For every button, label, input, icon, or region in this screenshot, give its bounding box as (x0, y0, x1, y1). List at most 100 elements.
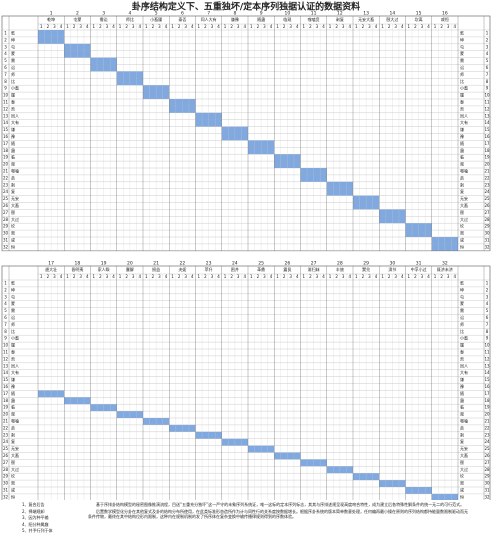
subcol-number: 2 (362, 274, 365, 279)
subcol-number: 4 (270, 274, 273, 279)
subcol-number: 1 (171, 274, 174, 279)
row-label-right: 乾 (460, 279, 464, 285)
subcol-number: 4 (86, 24, 89, 29)
title: 卦序结构定义下、五重独坏/定本序列独据认证的数据资料 (132, 1, 360, 13)
note-text: 基于序排卦结构模型的秘密图像推演流程，目送“五重充分独坏”这一严守的未象序列系统… (88, 502, 468, 521)
group-number: 9 (260, 11, 263, 17)
row-label-right: 剥 (460, 181, 464, 187)
group-number: 11 (311, 11, 317, 17)
row-label: 大畜 (11, 202, 19, 208)
row-label-right: 蛊 (460, 147, 464, 153)
row-number-right: 25 (484, 196, 490, 201)
subcol-number: 2 (362, 24, 365, 29)
row-label: 蛊 (11, 147, 15, 153)
row-number-right: 12 (484, 356, 490, 361)
group-number: 4 (128, 11, 131, 17)
row-label: 随 (11, 390, 15, 396)
subcol-number: 1 (93, 24, 96, 29)
row-number-right: 26 (484, 203, 490, 208)
row-number: 32 (3, 244, 9, 249)
row-label: 讼 (11, 314, 15, 320)
row-label-right: 坤 (460, 36, 464, 42)
row-number: 17 (3, 391, 9, 396)
row-number: 16 (3, 134, 9, 139)
row-label: 同人 (11, 113, 19, 118)
row-label-right: 需 (460, 307, 464, 313)
subcol-number: 4 (322, 274, 325, 279)
subcol-number: 4 (138, 24, 141, 29)
row-label-right: 否 (460, 106, 464, 111)
row-number: 18 (3, 398, 9, 403)
row-label: 同人 (11, 363, 19, 368)
row-label: 咸 (11, 486, 15, 492)
row-number: 5 (4, 58, 7, 63)
note-item: 3、因为种平输 (22, 515, 49, 520)
row-number: 12 (3, 356, 9, 361)
row-label: 离 (11, 230, 15, 236)
group-name: 家人睽 (98, 266, 110, 272)
subcol-number: 3 (447, 274, 450, 279)
row-label-right: 谦 (460, 376, 464, 382)
row-label-right: 比 (460, 328, 464, 334)
row-number-right: 6 (486, 315, 489, 320)
row-number: 21 (3, 168, 9, 173)
group-number: 6 (181, 11, 184, 17)
row-number-right: 3 (486, 294, 489, 299)
row-label-right: 临 (460, 404, 464, 410)
row-number-right: 7 (486, 322, 489, 327)
note-item: 1、复合后告 (22, 502, 45, 507)
row-number-right: 14 (484, 120, 490, 125)
row-number-right: 15 (484, 127, 490, 132)
row-number-right: 23 (484, 432, 490, 437)
row-number-right: 13 (484, 113, 490, 118)
row-label-right: 屯 (460, 43, 464, 49)
row-number: 7 (4, 72, 7, 77)
row-number: 15 (3, 377, 9, 382)
row-number-right: 18 (484, 398, 490, 403)
subcol-number: 1 (66, 24, 69, 29)
row-label: 蒙 (11, 50, 15, 56)
row-label: 讼 (11, 64, 15, 70)
subcol-number: 1 (198, 274, 201, 279)
row-number: 4 (4, 301, 7, 306)
subcol-number: 3 (53, 24, 56, 29)
row-number-right: 3 (486, 44, 489, 49)
subcol-number: 4 (296, 274, 299, 279)
row-label-right: 大畜 (460, 452, 468, 458)
group-number: 29 (363, 261, 369, 267)
subcol-number: 1 (40, 274, 43, 279)
row-number-right: 30 (484, 481, 490, 486)
subcol-number: 4 (191, 24, 194, 29)
subcol-number: 2 (99, 24, 102, 29)
row-label: 否 (11, 356, 15, 361)
group-number: 7 (207, 11, 210, 17)
subcol-number: 4 (348, 274, 351, 279)
row-label-right: 讼 (460, 314, 464, 320)
row-label: 贲 (11, 174, 15, 180)
subcol-number: 3 (106, 274, 109, 279)
row-number: 26 (3, 203, 9, 208)
row-label-right: 豫 (460, 133, 464, 139)
group-number: 21 (153, 261, 159, 267)
row-number: 10 (3, 343, 9, 348)
row-number-right: 27 (484, 210, 490, 215)
row-label-right: 观 (460, 162, 464, 167)
row-number-right: 24 (484, 189, 490, 194)
row-label-right: 坎 (460, 473, 464, 479)
subcol-number: 1 (434, 274, 437, 279)
row-label-right: 同人 (460, 363, 468, 368)
row-number-right: 5 (486, 308, 489, 313)
row-number-right: 21 (484, 168, 490, 173)
row-number: 1 (4, 30, 7, 35)
group-name: 师比 (126, 16, 134, 22)
row-label: 需 (11, 307, 15, 313)
row-label-right: 随 (460, 390, 464, 396)
row-number-right: 32 (484, 244, 490, 249)
row-label-right: 复 (460, 188, 464, 194)
subcol-number: 3 (316, 24, 319, 29)
row-number-right: 26 (484, 453, 490, 458)
row-number: 6 (4, 65, 7, 70)
row-number: 11 (3, 349, 9, 354)
row-number: 6 (4, 315, 7, 320)
row-number: 26 (3, 453, 9, 458)
